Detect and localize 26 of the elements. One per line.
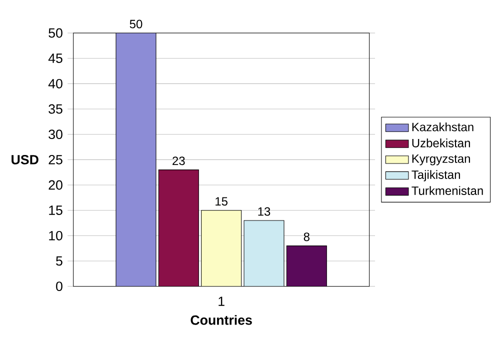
y-tick-label: 0	[56, 282, 62, 292]
legend-label: Turkmenistan	[412, 186, 483, 195]
y-tick-label: 10	[49, 230, 62, 240]
y-tick-label: 5	[56, 256, 62, 266]
y-tick-label: 20	[48, 180, 62, 190]
data-label: 8	[304, 232, 310, 242]
y-tick-label: 45	[48, 54, 62, 63]
y-tick-label: 30	[48, 130, 62, 140]
y-tick-label: 40	[48, 78, 62, 88]
legend-label: Kyrgyzstan	[412, 154, 470, 166]
y-tick-label: 25	[48, 154, 62, 164]
x-tick-label: 1	[218, 296, 224, 306]
legend-label: Tajikistan	[412, 170, 460, 182]
bar	[244, 220, 284, 286]
y-tick-label: 50	[48, 28, 62, 38]
data-label: 50	[130, 20, 142, 28]
y-axis-title: USD	[12, 154, 38, 164]
bar	[158, 170, 199, 286]
legend-label: Kazakhstan	[412, 122, 474, 132]
y-tick-label: 15	[49, 206, 62, 215]
y-tick-label: 35	[48, 104, 62, 114]
data-label: 23	[172, 156, 185, 166]
data-label: 13	[258, 207, 270, 216]
data-label: 15	[216, 197, 228, 206]
x-axis-title: Countries	[190, 315, 252, 325]
legend-label: Uzbekistan	[412, 138, 470, 148]
